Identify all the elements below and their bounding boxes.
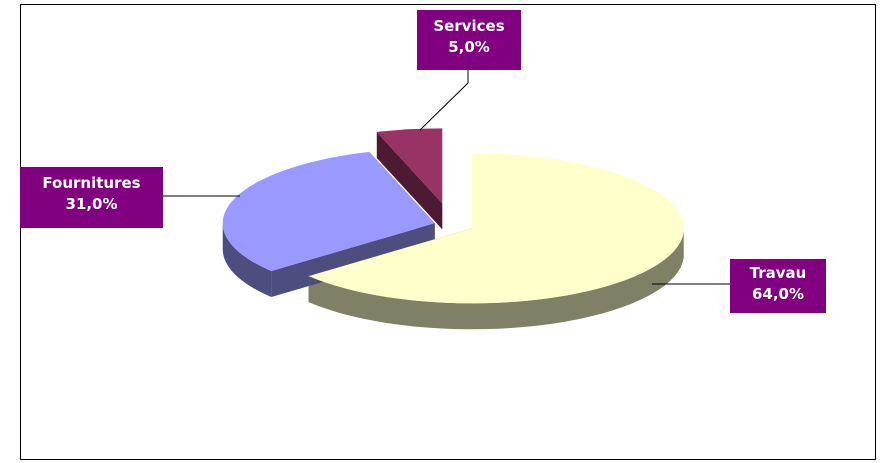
label-fournitures-value: 31,0% bbox=[65, 195, 118, 213]
label-fournitures: Fournitures 31,0% bbox=[20, 167, 163, 228]
slice-side-fournitures bbox=[222, 223, 272, 298]
label-travaux-value: 64,0% bbox=[751, 285, 805, 303]
slice-edge-fournitures-0 bbox=[271, 223, 435, 298]
label-services-name: Services bbox=[433, 17, 505, 35]
label-services-value: 5,0% bbox=[448, 38, 490, 56]
label-travaux-name: Travau bbox=[749, 264, 807, 282]
label-fournitures-name: Fournitures bbox=[42, 174, 141, 192]
slice-fournitures bbox=[222, 151, 435, 272]
slice-side-travaux bbox=[308, 231, 684, 330]
slice-travaux bbox=[308, 153, 684, 304]
label-travaux: Travau 64,0% bbox=[730, 259, 826, 313]
leader-line-services bbox=[419, 70, 469, 131]
slice-services bbox=[376, 128, 443, 204]
label-services: Services 5,0% bbox=[417, 10, 521, 70]
slice-edge-services-0 bbox=[376, 132, 443, 230]
chart-area bbox=[20, 4, 876, 460]
